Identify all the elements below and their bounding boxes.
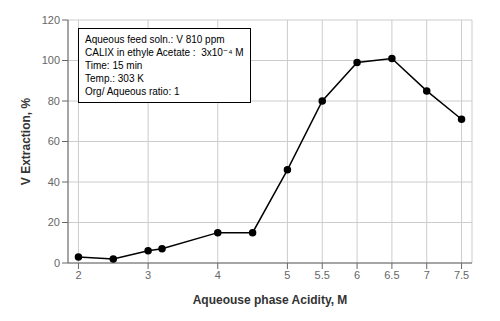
svg-text:Aqueouse phase Acidity, M: Aqueouse phase Acidity, M xyxy=(193,293,348,307)
html-text:Temp.: 303 K: Temp.: 303 K xyxy=(85,73,144,84)
html-text:CALIX in ethyle Acetate : 3x10: CALIX in ethyle Acetate : 3x10⁻⁴ M xyxy=(85,47,244,58)
svg-text:40: 40 xyxy=(48,176,60,188)
svg-text:7.5: 7.5 xyxy=(454,269,469,281)
svg-text:6.5: 6.5 xyxy=(384,269,399,281)
svg-text:80: 80 xyxy=(48,95,60,107)
svg-text:3: 3 xyxy=(145,269,151,281)
svg-text:120: 120 xyxy=(42,14,60,26)
svg-text:0: 0 xyxy=(54,257,60,269)
svg-text:60: 60 xyxy=(48,135,60,147)
html-text:Org/ Aqueous ratio: 1: Org/ Aqueous ratio: 1 xyxy=(85,86,180,97)
html-text:Time: 15 min: Time: 15 min xyxy=(85,60,143,71)
svg-text:5: 5 xyxy=(284,269,290,281)
svg-text:6: 6 xyxy=(354,269,360,281)
svg-text:7: 7 xyxy=(424,269,430,281)
svg-text:5.5: 5.5 xyxy=(315,269,330,281)
svg-text:4: 4 xyxy=(215,269,221,281)
svg-text:2: 2 xyxy=(75,269,81,281)
svg-text:100: 100 xyxy=(42,54,60,66)
svg-text:20: 20 xyxy=(48,216,60,228)
svg-text:V Extraction, %: V Extraction, % xyxy=(19,97,33,185)
html-text:Aqueous feed soln.: V 810 ppm: Aqueous feed soln.: V 810 ppm xyxy=(85,34,225,45)
